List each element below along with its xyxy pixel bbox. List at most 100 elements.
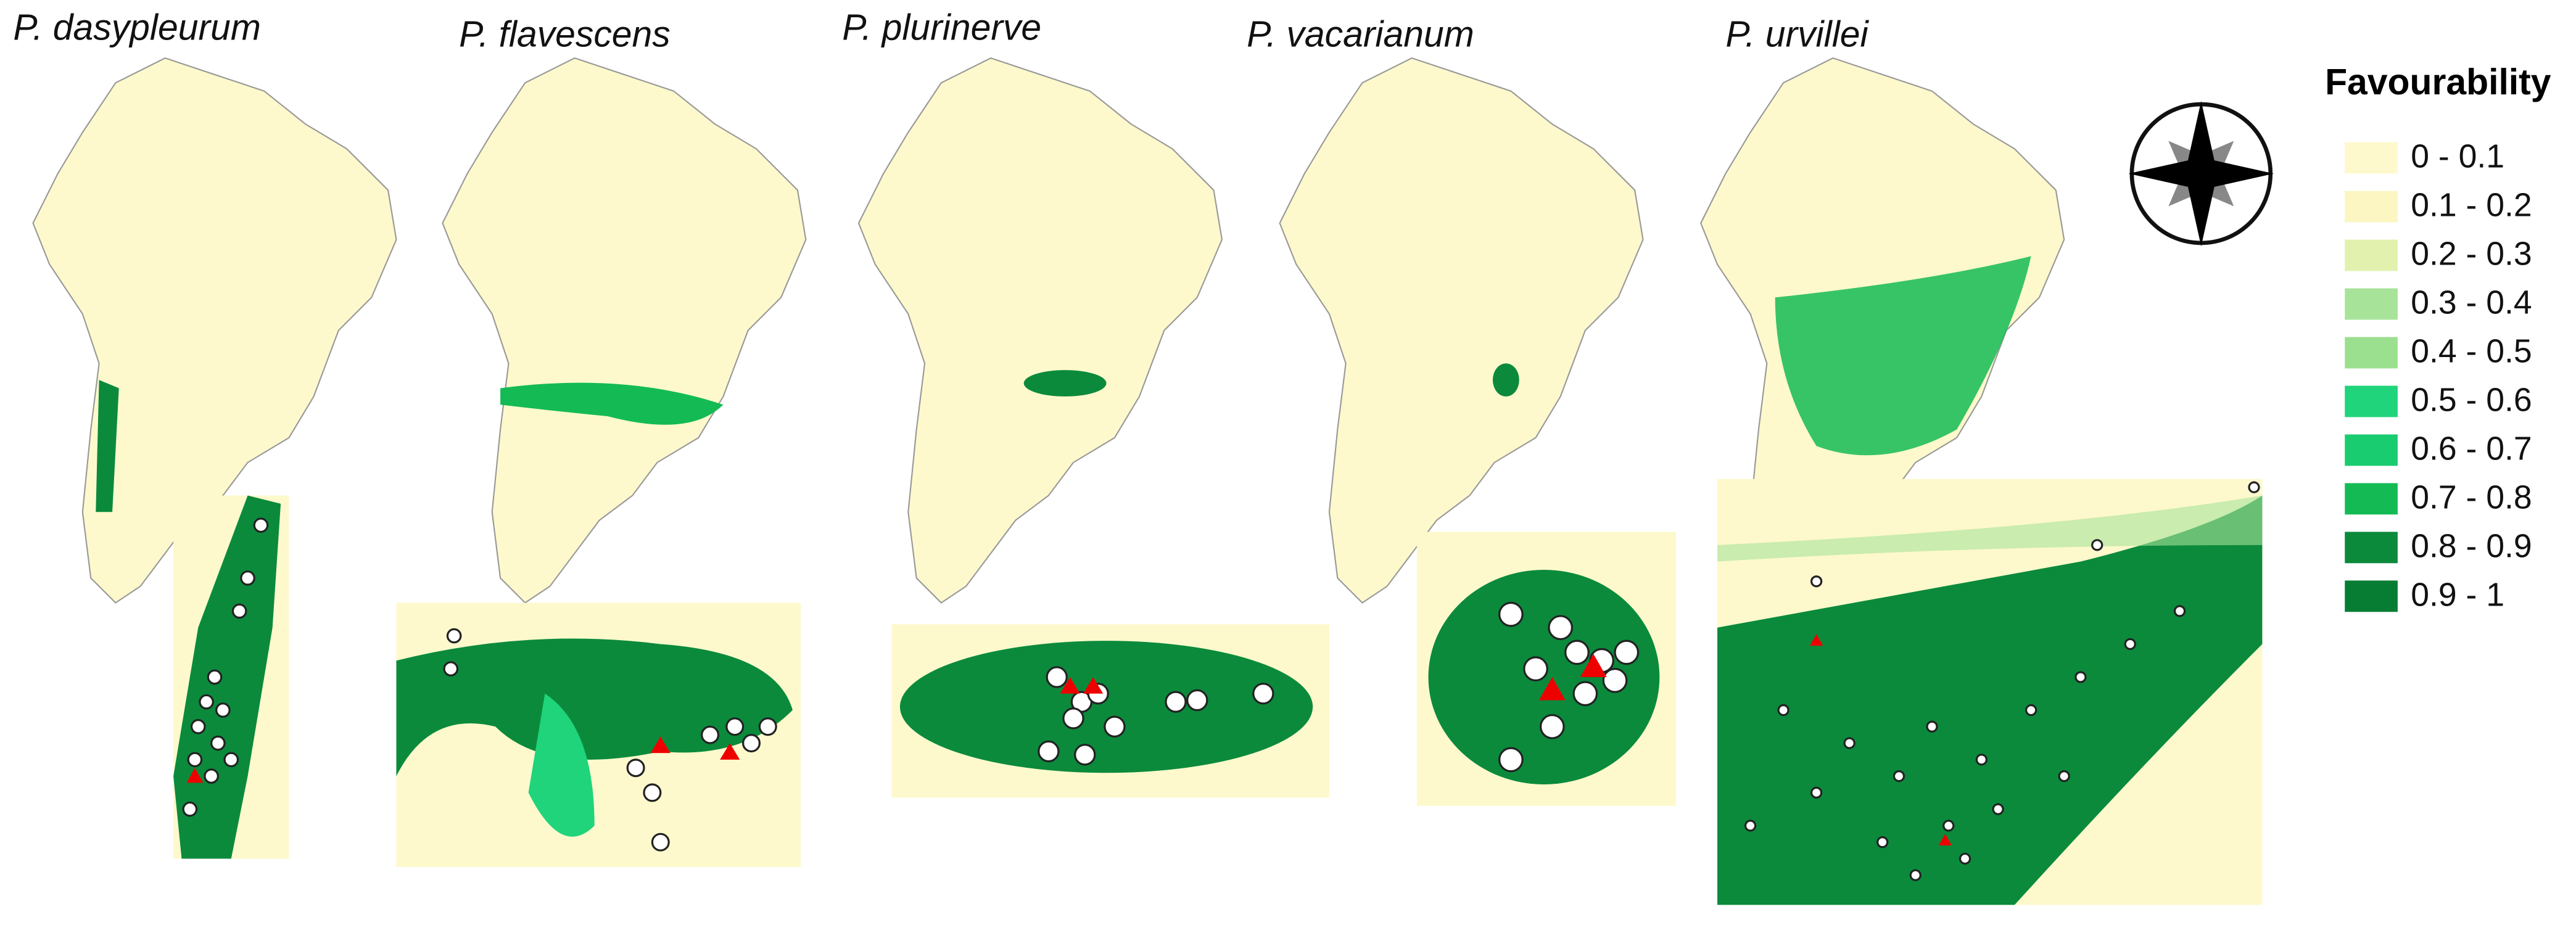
legend-title: Favourability (2325, 62, 2551, 102)
occurrence-point (701, 725, 720, 744)
map-shape (1279, 57, 1644, 604)
occurrence-point (1186, 689, 1208, 712)
occurrence-point (1523, 656, 1548, 681)
legend-label: 0.7 - 0.8 (2411, 479, 2532, 516)
occurrence-point (1539, 713, 1565, 739)
occurrence-point (725, 717, 745, 736)
legend-swatch (2345, 142, 2398, 174)
shape (1060, 677, 1080, 694)
occurrence-point (1975, 754, 1988, 766)
inset-map (396, 602, 801, 867)
legend-swatch (2345, 483, 2398, 515)
map-panel (1699, 57, 2065, 604)
legend-swatch (2345, 191, 2398, 223)
occurrence-point (1062, 707, 1084, 730)
map-shape (528, 693, 595, 837)
legend-label: 0 - 0.1 (2411, 139, 2504, 175)
map-shape (396, 638, 793, 776)
map-shape (443, 628, 777, 852)
legend-swatch (2345, 337, 2398, 369)
occurrence-point (651, 832, 670, 852)
occurrence-point (1046, 666, 1068, 688)
occurrence-point (190, 718, 206, 734)
occurrence-point (1810, 575, 1823, 588)
occurrence-point (1165, 691, 1187, 713)
map-shape (96, 380, 119, 512)
inset-map (1416, 532, 1677, 806)
shape (1538, 677, 1566, 701)
map-shape (1498, 601, 1640, 773)
occurrence-point (204, 768, 219, 784)
occurrence-point (742, 734, 761, 753)
occurrence-point (1744, 820, 1757, 832)
panel-title: P. dasypleurum (13, 8, 260, 48)
occurrence-point (253, 517, 269, 533)
occurrence-point (231, 603, 247, 619)
legend-swatch (2345, 239, 2398, 271)
map-shape (1775, 256, 2031, 456)
compass (2128, 101, 2274, 247)
panel-title: P. vacarianum (1247, 14, 1474, 54)
map-shape (182, 517, 269, 817)
occurrence-point (240, 570, 255, 586)
legend-label: 0.6 - 0.7 (2411, 430, 2532, 467)
map-shape (857, 57, 1223, 604)
map-shape (899, 641, 1313, 773)
occurrence-point (1548, 615, 1574, 641)
occurrence-point (2248, 481, 2260, 493)
shape (1580, 654, 1607, 677)
shape (650, 736, 671, 754)
occurrence-point (446, 628, 462, 644)
legend-swatch (2345, 532, 2398, 564)
shape (2128, 101, 2274, 247)
occurrence-point (182, 801, 198, 817)
legend: 0 - 0.1 0.1 - 0.2 0.2 - 0.3 0.3 - 0.4 0.4 - … (2345, 139, 2532, 613)
occurrence-point (2058, 770, 2070, 783)
occurrence-point (223, 752, 239, 768)
occurrence-point (1074, 744, 1096, 766)
occurrence-point (1602, 668, 1628, 693)
occurrence-point (1498, 601, 1524, 627)
shape (186, 768, 204, 783)
legend-label: 0.3 - 0.4 (2411, 284, 2532, 321)
map-shape (1023, 370, 1107, 397)
legend-swatch (2345, 580, 2398, 612)
occurrence-point (2091, 539, 2103, 551)
occurrence-point (1942, 820, 1955, 832)
map-panel (857, 57, 1223, 604)
legend-label: 0.2 - 0.3 (2411, 236, 2532, 273)
occurrence-point (2124, 638, 2136, 651)
occurrence-point (1992, 803, 2004, 815)
occurrence-point (1893, 770, 1905, 783)
map-shape (1492, 363, 1519, 397)
map-shape (173, 495, 281, 859)
occurrence-point (443, 661, 459, 676)
map-shape (500, 382, 724, 425)
legend-swatch (2345, 385, 2398, 417)
legend-label: 0.8 - 0.9 (2411, 528, 2532, 564)
legend-label: 0.4 - 0.5 (2411, 333, 2532, 369)
occurrence-point (1564, 639, 1590, 665)
occurrence-point (1498, 747, 1524, 773)
occurrence-point (1777, 704, 1790, 717)
map-shape (1717, 495, 2263, 562)
panel-title: P. urvillei (1725, 14, 1869, 54)
panel-title: P. flavescens (459, 14, 671, 54)
inset-map (1717, 479, 2263, 905)
legend-swatch (2345, 434, 2398, 466)
inset-map (173, 495, 289, 859)
panel-title: P. plurinerve (842, 8, 1041, 48)
legend-swatch (2345, 288, 2398, 320)
map-panel (32, 57, 397, 604)
map-shape (1717, 495, 2263, 905)
occurrence-point (1876, 836, 1889, 849)
legend-label: 0.9 - 1 (2411, 577, 2504, 613)
shape (1938, 834, 1952, 846)
occurrence-point (1926, 720, 1938, 733)
legend-label: 0.5 - 0.6 (2411, 382, 2532, 418)
occurrence-point (1959, 852, 1971, 865)
occurrence-point (1104, 715, 1126, 738)
legend-label: 0.1 - 0.2 (2411, 187, 2532, 224)
